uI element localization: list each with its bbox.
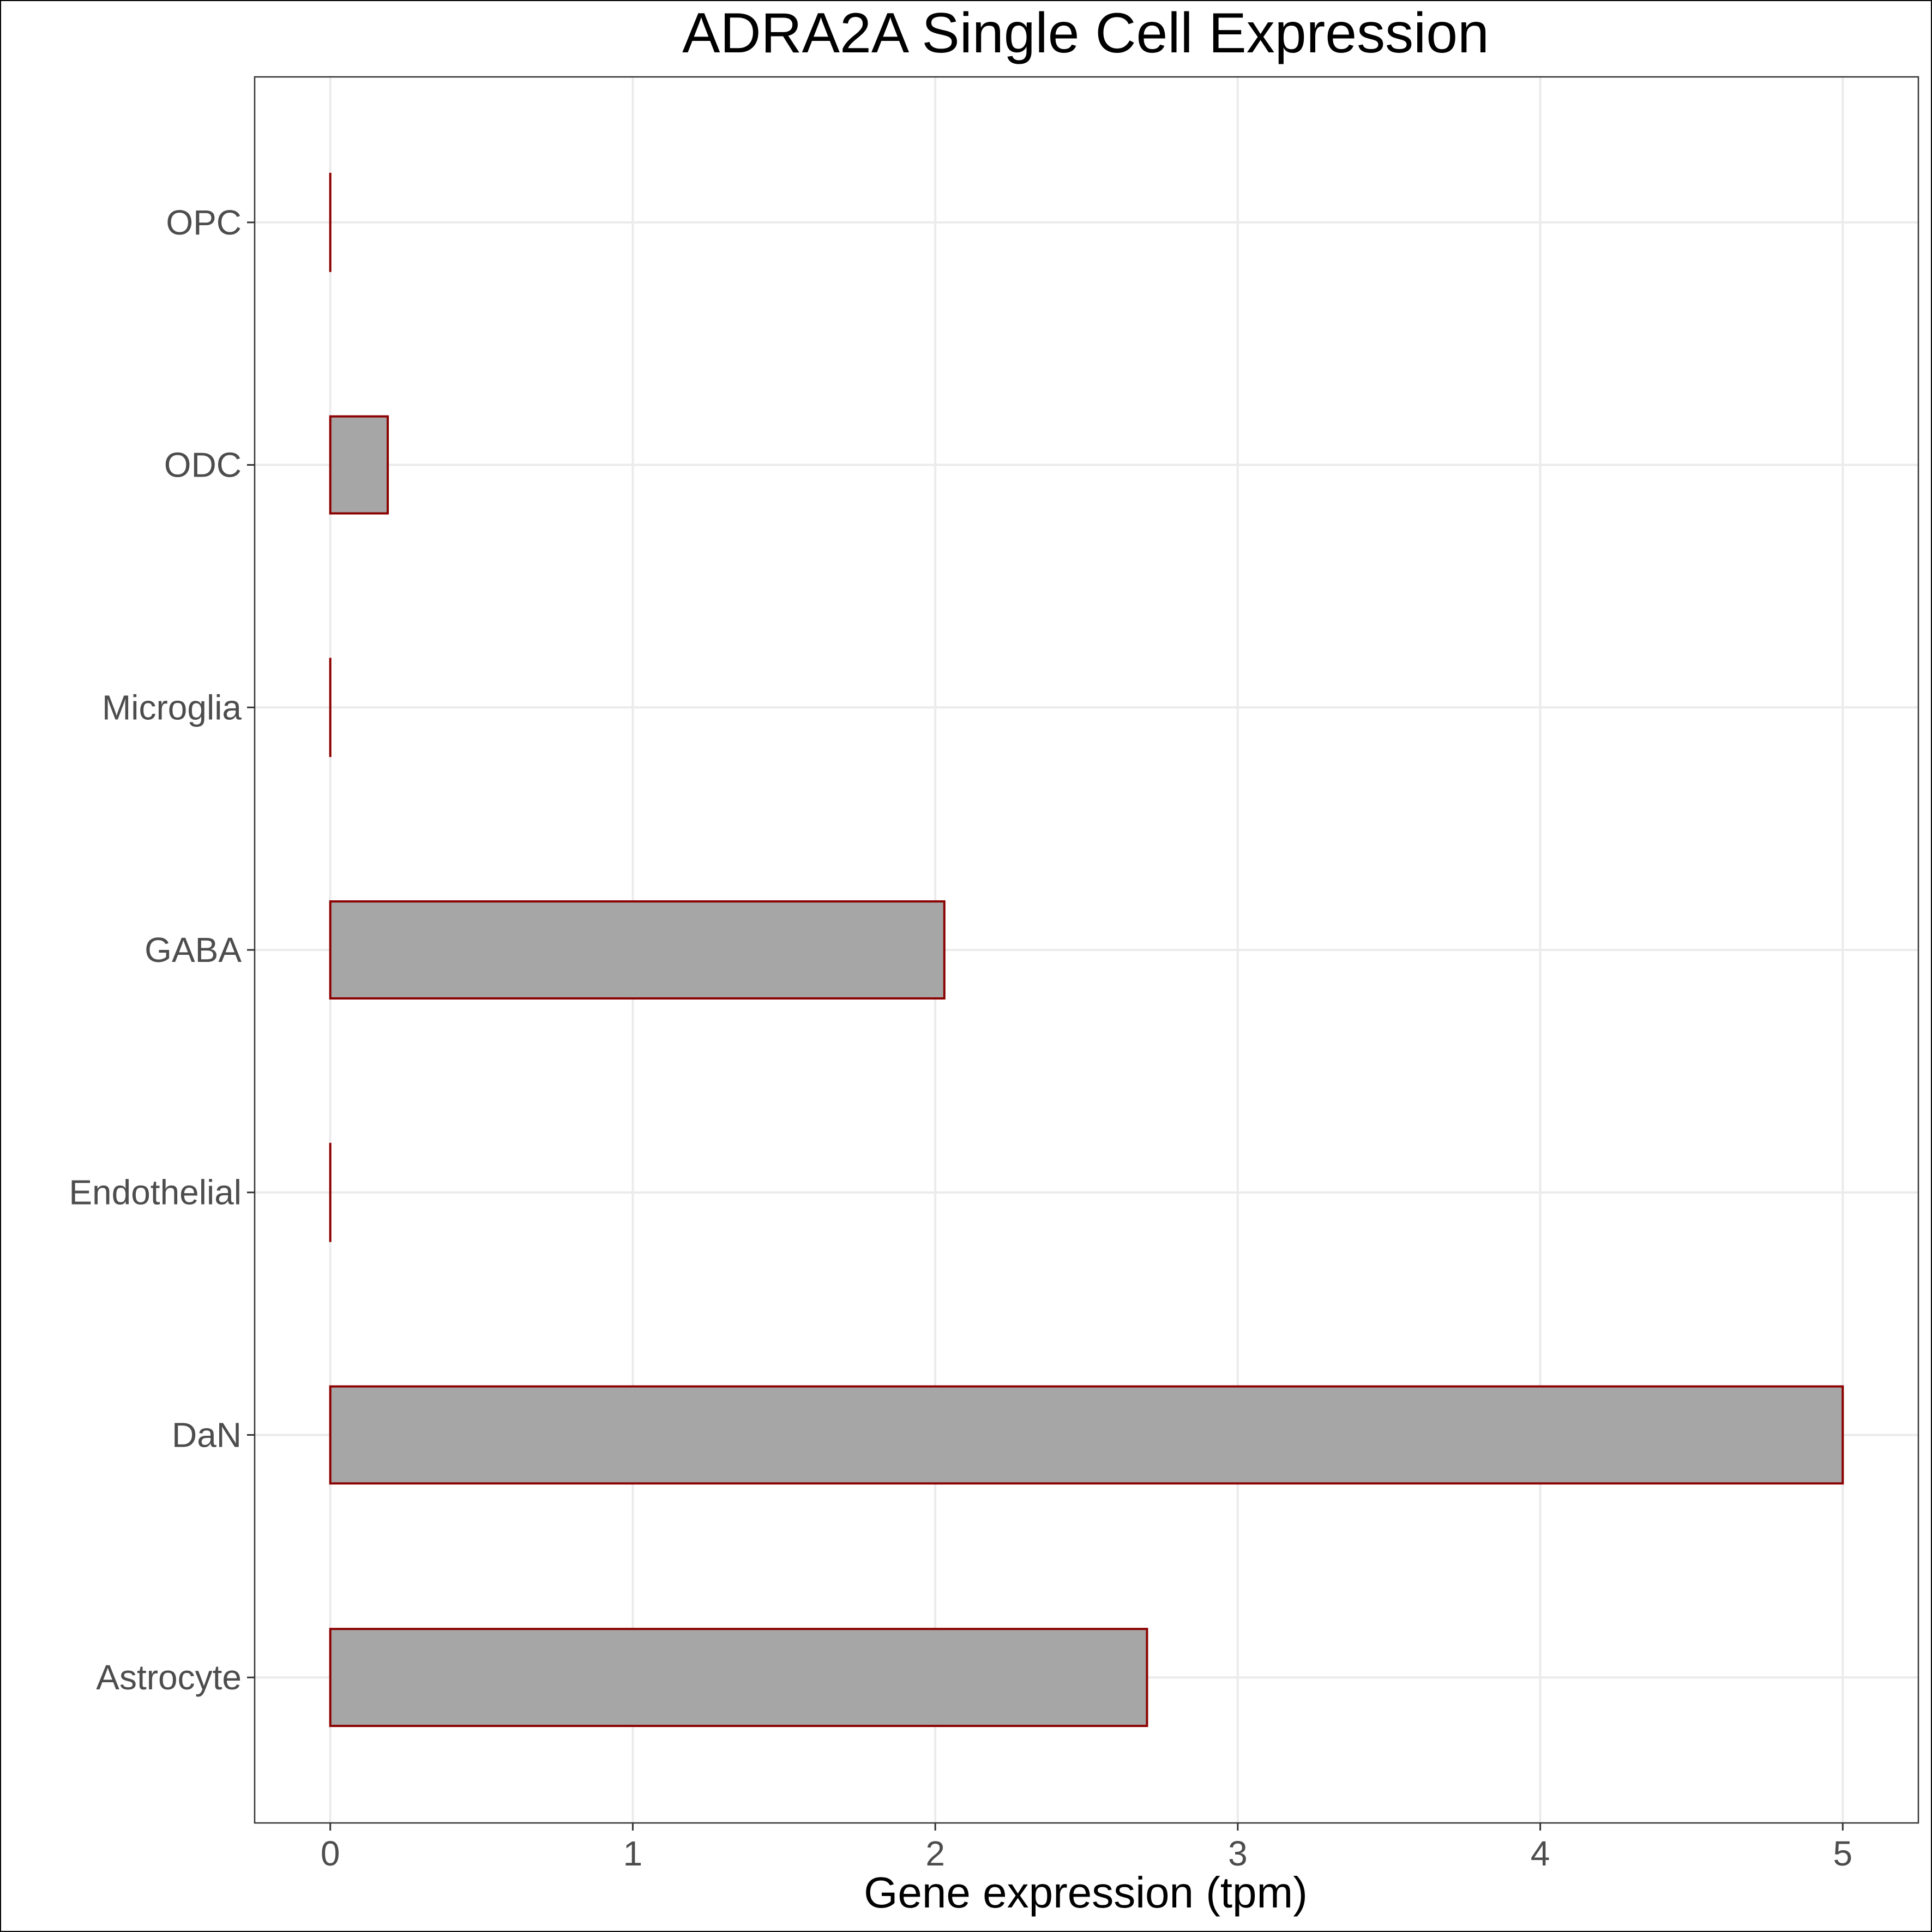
y-axis: Astrocyte DaN Endothelial GABA Microglia ODC O… (69, 203, 255, 1697)
y-tick-label: OPC (166, 203, 242, 242)
bar-astrocyte (329, 1628, 1148, 1728)
bar-gaba (329, 900, 946, 1000)
y-tick-label: Microglia (102, 688, 242, 727)
x-axis: 0 1 2 3 4 5 (321, 1823, 1852, 1873)
y-tick-label: Endothelial (69, 1173, 242, 1212)
x-axis-title: Gene expression (tpm) (864, 1868, 1308, 1917)
y-tick-label: GABA (145, 930, 242, 970)
bar-odc (329, 415, 389, 515)
chart-title: ADRA2A Single Cell Expression (682, 2, 1489, 65)
y-tick-label: Astrocyte (96, 1658, 242, 1697)
x-tick-label: 4 (1531, 1834, 1550, 1873)
x-tick-label: 0 (321, 1834, 340, 1873)
x-tick-label: 2 (925, 1834, 945, 1873)
x-tick-label: 5 (1833, 1834, 1853, 1873)
x-tick-label: 1 (623, 1834, 643, 1873)
bars (329, 172, 1844, 1728)
bar-dan (329, 1385, 1844, 1485)
y-tick-label: DaN (172, 1415, 242, 1454)
x-tick-label: 3 (1228, 1834, 1248, 1873)
y-tick-label: ODC (164, 446, 242, 485)
